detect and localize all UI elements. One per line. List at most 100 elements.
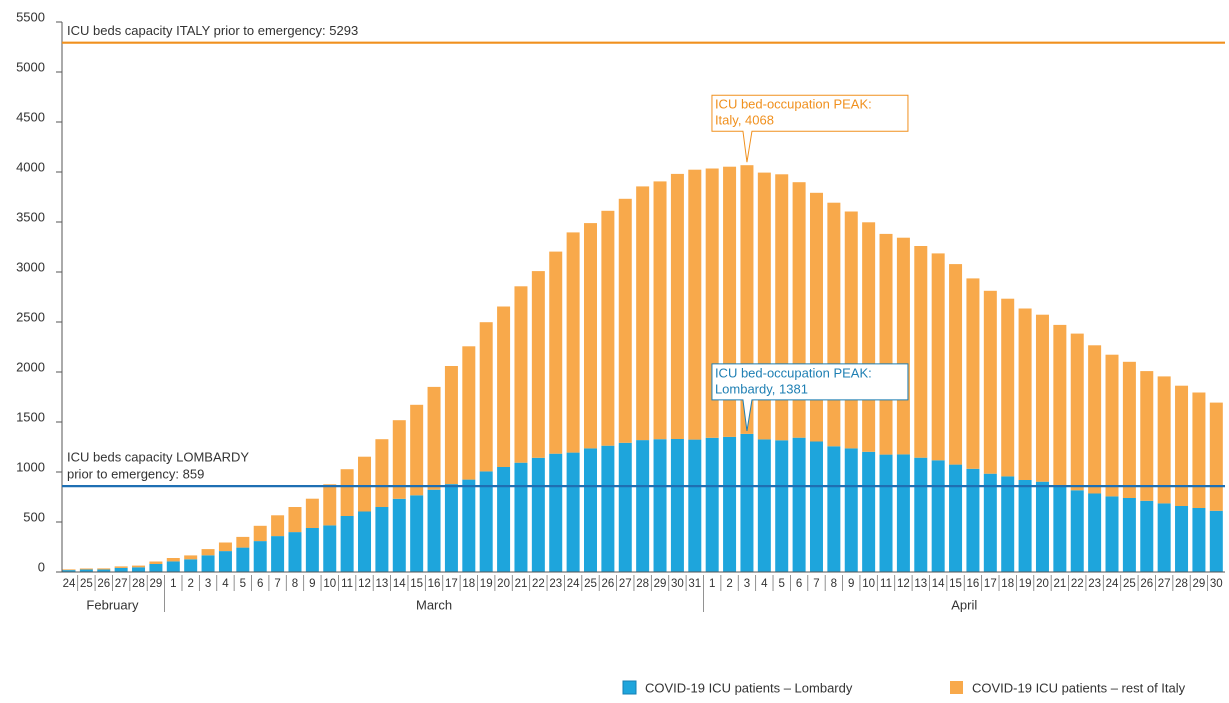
bar-segment [218,542,232,552]
bar-segment [1157,376,1171,504]
bar-segment [583,223,597,449]
bar-segment [149,561,163,564]
bar-segment [497,306,511,467]
bar-segment [132,567,146,572]
bar-segment [862,222,876,452]
bar-segment [775,440,789,572]
annotation-text: Lombardy, 1381 [715,381,808,396]
x-tick-label: 17 [445,578,458,590]
month-label: March [416,597,452,612]
bar-segment [1157,503,1171,572]
bar-segment [427,386,441,490]
x-tick-label: 4 [761,578,768,590]
x-tick-label: 30 [1210,578,1223,590]
x-tick-label: 29 [654,578,667,590]
x-tick-label: 29 [1193,578,1206,590]
bar-segment [1175,385,1189,506]
annotation-box [711,94,909,163]
bar-segment [862,451,876,572]
bar-segment [1018,308,1032,480]
x-tick-label: 1 [709,578,715,590]
x-tick-label: 31 [688,578,701,590]
x-tick-label: 19 [480,578,493,590]
bar-segment [1035,481,1049,572]
bar-segment [323,525,337,572]
bar-segment [340,469,354,516]
x-tick-label: 27 [1158,578,1171,590]
bar-segment [166,558,180,562]
bar-segment [479,322,493,472]
bar-segment [566,232,580,453]
y-tick-label: 0 [38,559,45,574]
bar-segment [132,565,146,568]
bar-segment [949,464,963,572]
x-tick-label: 10 [862,578,875,590]
x-tick-label: 21 [1053,578,1066,590]
x-tick-label: 7 [274,578,280,590]
bar-segment [114,566,128,568]
bar-segment [1105,354,1119,497]
bar-segment [288,532,302,572]
x-tick-label: 13 [375,578,388,590]
reference-label: prior to emergency: 859 [67,467,204,482]
x-tick-label: 30 [671,578,684,590]
x-tick-label: 23 [549,578,562,590]
bar-segment [827,202,841,447]
bar-segment [79,569,93,572]
bar-segment [1192,392,1206,508]
bar-segment [1105,496,1119,572]
x-tick-label: 20 [1036,578,1049,590]
bar-segment [444,484,458,572]
y-tick-label: 1500 [16,409,45,424]
bar-segment [97,568,111,570]
x-tick-label: 8 [292,578,298,590]
bar-segment [271,536,285,572]
x-tick-label: 6 [796,578,802,590]
x-tick-label: 2 [726,578,732,590]
reference-label: ICU beds capacity ITALY prior to emergen… [67,23,358,38]
x-tick-label: 18 [462,578,475,590]
bar-segment [166,561,180,572]
bar-segment [1122,498,1136,572]
bar-segment [531,457,545,572]
bar-segment [1070,490,1084,572]
bar-segment [184,559,198,572]
x-tick-label: 4 [222,578,229,590]
x-tick-label: 17 [984,578,997,590]
bar-segment [688,169,702,440]
x-tick-label: 11 [341,578,353,590]
bar-segment [636,186,650,441]
x-tick-label: 10 [323,578,336,590]
x-tick-label: 27 [115,578,128,590]
bar-segment [514,286,528,463]
bar-segment [949,264,963,465]
annotation-text: Italy, 4068 [715,113,774,128]
bar-segment [844,211,858,449]
bar-segment [1070,333,1084,491]
x-tick-label: 5 [779,578,785,590]
x-tick-label: 16 [428,578,441,590]
x-tick-label: 24 [1106,578,1119,590]
bar-segment [618,442,632,572]
bar-segment [410,404,424,496]
x-tick-label: 14 [932,578,945,590]
x-tick-label: 19 [1019,578,1032,590]
bar-segment [723,436,737,572]
bar-segment [636,440,650,572]
bar-segment [218,551,232,572]
x-tick-label: 25 [584,578,597,590]
bar-segment [1122,361,1136,498]
bar-segment [479,471,493,572]
bar-segment [583,448,597,572]
bar-segment [601,210,615,446]
bar-segment [1088,345,1102,494]
x-tick-label: 2 [187,578,193,590]
bar-segment [792,437,806,572]
bar-segment [462,479,476,572]
bar-segment [1018,480,1032,572]
bar-segment [392,498,406,572]
x-tick-label: 26 [1140,578,1153,590]
y-tick-label: 2000 [16,359,45,374]
x-tick-label: 15 [949,578,962,590]
